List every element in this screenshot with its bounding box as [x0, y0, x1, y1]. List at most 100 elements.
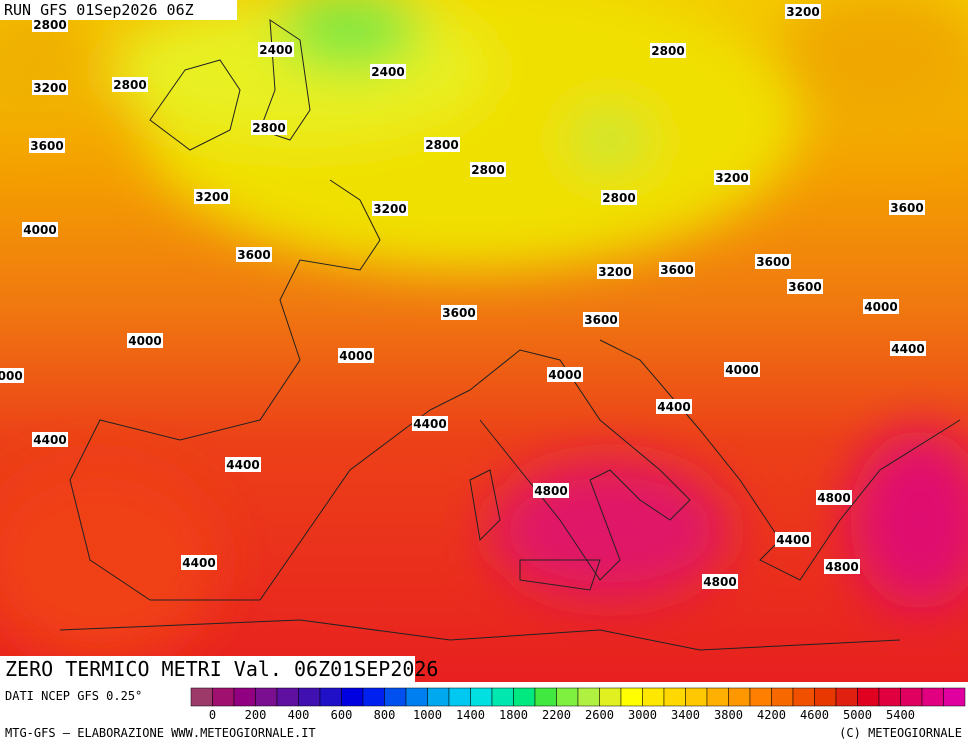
contour-label: 3200: [598, 265, 631, 279]
contour-label: 2800: [425, 138, 458, 152]
contour-label: 2800: [252, 121, 285, 135]
contour-label-box: [890, 341, 926, 356]
contour-label-box: [863, 299, 899, 314]
colorbar-swatch: [491, 687, 514, 707]
contour-label-box: [412, 416, 448, 431]
contour-label-box: [816, 490, 852, 505]
contour-label: 3200: [195, 190, 228, 204]
contour-label: 3600: [788, 280, 821, 294]
contour-label: 3200: [786, 5, 819, 19]
contour-label: 4800: [534, 484, 567, 498]
colorbar-tick-label: 1400: [456, 708, 485, 722]
contour-label: 3600: [660, 263, 693, 277]
contour-label-box: [32, 432, 68, 447]
contour-label-box: [824, 559, 860, 574]
colorbar-swatch: [577, 687, 600, 707]
contour-label: 4800: [825, 560, 858, 574]
contour-label: 4400: [33, 433, 66, 447]
colorbar-tick-label: 0: [209, 708, 216, 722]
contour-label: 3600: [442, 306, 475, 320]
colorbar-swatch: [319, 687, 342, 707]
colorbar-swatch: [943, 687, 966, 707]
colorbar-swatch: [448, 687, 471, 707]
run-box: [0, 0, 237, 20]
colorbar-tick-label: 800: [374, 708, 396, 722]
contour-label-box: [441, 305, 477, 320]
contour-label: 4000: [23, 223, 56, 237]
contour-label: 2800: [651, 44, 684, 58]
contour-label-box: [251, 120, 287, 135]
colorbar-swatch: [298, 687, 321, 707]
contour-label: 2800: [471, 163, 504, 177]
colorbar-tick-label: 600: [331, 708, 353, 722]
map-title: ZERO TERMICO METRI Val. 06Z01SEP2026: [5, 657, 438, 681]
colorbar-swatch: [728, 687, 751, 707]
contour-label-box: [656, 399, 692, 414]
contour-label-box: [601, 190, 637, 205]
contour-label: 2800: [113, 78, 146, 92]
contour-label-box: [181, 555, 217, 570]
contour-label: 4400: [413, 417, 446, 431]
colorbar-tick-label: 2200: [542, 708, 571, 722]
contour-label: 3600: [756, 255, 789, 269]
contour-label: 3200: [33, 81, 66, 95]
contour-label-box: [29, 138, 65, 153]
contour-label-box: [22, 222, 58, 237]
colorbar-swatch: [921, 687, 944, 707]
colorbar-swatch: [685, 687, 708, 707]
contour-label-box: [659, 262, 695, 277]
colorbar-tick-label: 2600: [585, 708, 614, 722]
colorbar-tick-label: 200: [245, 708, 267, 722]
contour-label: 3200: [373, 202, 406, 216]
colorbar-tick-label: 3000: [628, 708, 657, 722]
contour-label: 2800: [602, 191, 635, 205]
contour-label: 4400: [891, 342, 924, 356]
colorbar-swatch: [749, 687, 772, 707]
colorbar-tick-label: 5400: [886, 708, 915, 722]
contour-label: 4400: [182, 556, 215, 570]
contour-label-box: [127, 333, 163, 348]
colorbar-swatch: [427, 687, 450, 707]
colorbar-swatch: [900, 687, 923, 707]
colorbar-swatch: [276, 687, 299, 707]
run-label: RUN GFS 01Sep2026 06Z: [4, 1, 194, 19]
contour-label-box: [370, 64, 406, 79]
colorbar-swatch: [405, 687, 428, 707]
contour-label-box: [755, 254, 791, 269]
contour-label: 4000: [548, 368, 581, 382]
contour-label-box: [889, 200, 925, 215]
contour-label-box: [583, 312, 619, 327]
contour-label-box: [597, 264, 633, 279]
colorbar-swatch: [255, 687, 278, 707]
colorbar: 0 200 400 600 800 1000 1400 1800 2200 2600 3000 340…: [190, 687, 966, 722]
colorbar-swatch: [362, 687, 385, 707]
contour-label-box: [714, 170, 750, 185]
contour-label: 2800: [33, 18, 66, 32]
contour-label: 3600: [890, 201, 923, 215]
contour-label: 4000: [339, 349, 372, 363]
colorbar-swatch: [534, 687, 557, 707]
contour-label-box: [533, 483, 569, 498]
colorbar-swatch: [663, 687, 686, 707]
contour-label: 2400: [259, 43, 292, 57]
colorbar-swatch: [341, 687, 364, 707]
colorbar-swatch: [878, 687, 901, 707]
contour-label: 4000: [864, 300, 897, 314]
contour-label-box: [470, 162, 506, 177]
colorbar-swatch: [599, 687, 622, 707]
colorbar-swatch: [706, 687, 729, 707]
contour-label-box: [194, 189, 230, 204]
contour-label-box: [372, 201, 408, 216]
contour-label-box: [650, 43, 686, 58]
contour-label-box: [236, 247, 272, 262]
colorbar-tick-label: 1000: [413, 708, 442, 722]
colorbar-swatch: [212, 687, 235, 707]
contour-label: 4000: [128, 334, 161, 348]
contour-label: 3600: [30, 139, 63, 153]
colorbar-swatch: [556, 687, 579, 707]
colorbar-swatch: [384, 687, 407, 707]
colorbar-swatch: [642, 687, 665, 707]
colorbar-tick-label: 4600: [800, 708, 829, 722]
